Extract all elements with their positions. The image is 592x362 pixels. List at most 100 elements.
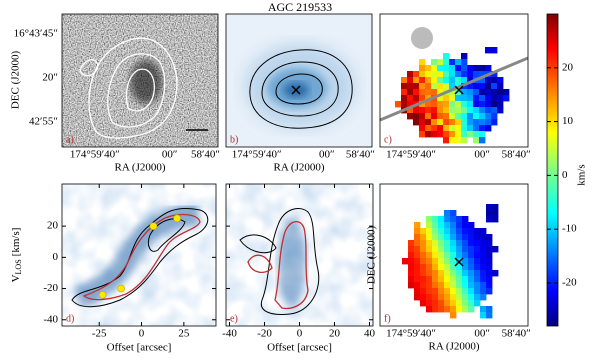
velocity-pixel <box>468 258 475 265</box>
velocity-pixel <box>395 101 402 108</box>
panel-f-image <box>402 204 499 319</box>
panel-label: d) <box>66 313 74 324</box>
velocity-pixel <box>438 228 445 235</box>
y-tick-label: -20 <box>43 282 58 294</box>
y-axis-label-sub: LOS <box>14 259 23 274</box>
velocity-pixel <box>444 288 451 295</box>
velocity-pixel <box>425 89 432 96</box>
velocity-pixel <box>492 210 499 217</box>
velocity-pixel <box>456 234 463 241</box>
velocity-pixel <box>456 246 463 253</box>
data-point <box>173 214 181 223</box>
velocity-pixel <box>449 125 456 132</box>
velocity-pixel <box>456 294 463 301</box>
velocity-pixel <box>432 306 439 313</box>
data-point <box>98 290 107 299</box>
velocity-pixel <box>480 234 487 241</box>
velocity-pixel <box>473 113 480 120</box>
velocity-pixel <box>449 137 456 144</box>
velocity-pixel <box>438 300 445 307</box>
velocity-pixel <box>467 101 474 108</box>
velocity-pixel <box>486 288 493 295</box>
velocity-pixel <box>401 77 408 84</box>
velocity-pixel <box>455 119 462 126</box>
dec-axis-label: DEC (J2000) <box>10 50 22 109</box>
velocity-pixel <box>443 125 450 132</box>
ra-tick-label: 174°59′40″ <box>386 149 436 161</box>
velocity-pixel <box>413 95 420 102</box>
velocity-pixel <box>497 107 504 114</box>
velocity-pixel <box>468 240 475 247</box>
velocity-pixel <box>420 252 427 259</box>
velocity-pixel <box>414 264 421 271</box>
velocity-pixel <box>414 222 421 229</box>
velocity-pixel <box>450 282 457 289</box>
velocity-pixel <box>455 113 462 120</box>
velocity-pixel <box>467 95 474 102</box>
velocity-pixel <box>480 246 487 253</box>
y-tick-label: -40 <box>43 313 58 325</box>
velocity-pixel <box>503 95 510 102</box>
velocity-pixel <box>407 77 414 84</box>
velocity-pixel <box>444 216 451 223</box>
velocity-pixel <box>468 294 475 301</box>
velocity-pixel <box>413 89 420 96</box>
velocity-pixel <box>431 101 438 108</box>
velocity-pixel <box>461 107 468 114</box>
velocity-pixel <box>486 282 493 289</box>
velocity-pixel <box>480 276 487 283</box>
velocity-pixel <box>444 228 451 235</box>
velocity-pixel <box>437 83 444 90</box>
velocity-pixel <box>437 131 444 138</box>
velocity-pixel <box>497 77 504 84</box>
velocity-pixel <box>479 95 486 102</box>
velocity-pixel <box>474 252 481 259</box>
velocity-pixel <box>438 276 445 283</box>
velocity-pixel <box>431 77 438 84</box>
velocity-pixel <box>426 234 433 241</box>
velocity-pixel <box>425 113 432 120</box>
velocity-pixel <box>491 83 498 90</box>
velocity-pixel <box>420 288 427 295</box>
panel-d-image <box>62 184 216 326</box>
velocity-pixel <box>413 119 420 126</box>
velocity-pixel <box>401 101 408 108</box>
x-tick-label: 40 <box>364 328 376 340</box>
velocity-pixel <box>450 234 457 241</box>
panel-label: c) <box>384 134 392 145</box>
velocity-pixel <box>419 83 426 90</box>
x-tick-label: 0 <box>297 328 303 340</box>
velocity-pixel <box>432 294 439 301</box>
velocity-pixel <box>438 306 445 313</box>
panel-frame <box>61 183 217 327</box>
y-tick-label: 20 <box>47 220 59 232</box>
velocity-pixel <box>449 95 456 102</box>
y-axis-label: VLOS [km/s] <box>10 228 23 283</box>
velocity-pixel <box>473 107 480 114</box>
velocity-pixel <box>431 71 438 78</box>
velocity-pixel <box>419 95 426 102</box>
velocity-pixel <box>437 65 444 72</box>
velocity-pixel <box>480 312 487 319</box>
velocity-pixel <box>467 125 474 132</box>
velocity-pixel <box>480 228 487 235</box>
panel-frame <box>379 183 529 327</box>
velocity-pixel <box>473 101 480 108</box>
velocity-pixel <box>491 101 498 108</box>
velocity-pixel <box>468 270 475 277</box>
velocity-pixel <box>419 59 426 66</box>
ra-tick-label: 58′40″ <box>502 149 531 161</box>
velocity-pixel <box>438 234 445 241</box>
velocity-pixel <box>444 252 451 259</box>
velocity-pixel <box>414 282 421 289</box>
velocity-pixel <box>480 258 487 265</box>
velocity-pixel <box>450 288 457 295</box>
velocity-pixel <box>473 137 480 144</box>
velocity-pixel <box>450 300 457 307</box>
velocity-pixel <box>420 300 427 307</box>
velocity-pixel <box>431 125 438 132</box>
colorbar-tick-label: -20 <box>562 276 577 288</box>
velocity-pixel <box>443 59 450 66</box>
velocity-pixel <box>444 282 451 289</box>
velocity-pixel <box>467 65 474 72</box>
